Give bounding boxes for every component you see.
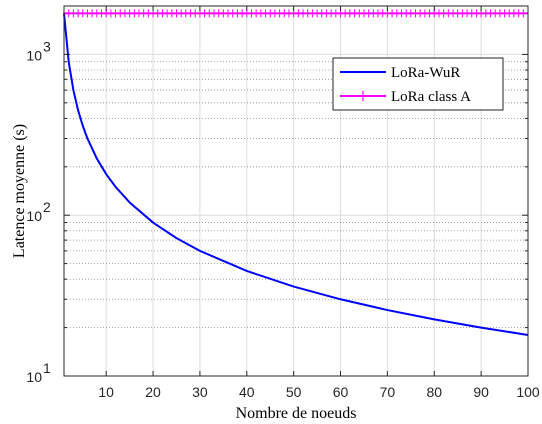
- x-tick-label: 90: [473, 384, 489, 400]
- legend-label-lora-class-a: LoRa class A: [391, 89, 471, 105]
- y-tick-label-exp: 3: [43, 38, 51, 54]
- y-tick-label-base: 10: [26, 208, 42, 224]
- x-tick-labels: 10 20 30 40 50 60 70 80 90 100: [98, 384, 539, 400]
- y-tick-label-exp: 2: [43, 199, 51, 215]
- x-tick-label: 10: [98, 384, 114, 400]
- y-tick-label: 102: [26, 199, 51, 224]
- y-tick-label-base: 10: [26, 369, 42, 385]
- x-tick-label: 70: [380, 384, 396, 400]
- y-axis-title: Latence moyenne (s): [11, 124, 28, 258]
- legend: LoRa-WuR LoRa class A: [332, 57, 504, 111]
- x-tick-label: 30: [192, 384, 208, 400]
- x-tick-label: 80: [426, 384, 442, 400]
- y-tick-label-exp: 1: [43, 360, 51, 376]
- x-tick-label: 60: [333, 384, 349, 400]
- plot-frame: [63, 5, 529, 377]
- y-tick-label-base: 10: [26, 47, 42, 63]
- legend-marker-lora-class-a: [358, 91, 368, 101]
- x-tick-label: 100: [516, 384, 540, 400]
- x-tick-label: 20: [145, 384, 161, 400]
- x-tick-label: 40: [239, 384, 255, 400]
- legend-box: [332, 57, 504, 111]
- series-line-lora-wur: [63, 13, 529, 336]
- y-tick-label: 103: [26, 38, 51, 63]
- ticks: [64, 5, 529, 377]
- x-axis-title: Nombre de noeuds: [236, 405, 357, 422]
- y-tick-label: 101: [26, 360, 51, 385]
- x-tick-label: 50: [286, 384, 302, 400]
- legend-label-lora-wur: LoRa-WuR: [391, 65, 460, 81]
